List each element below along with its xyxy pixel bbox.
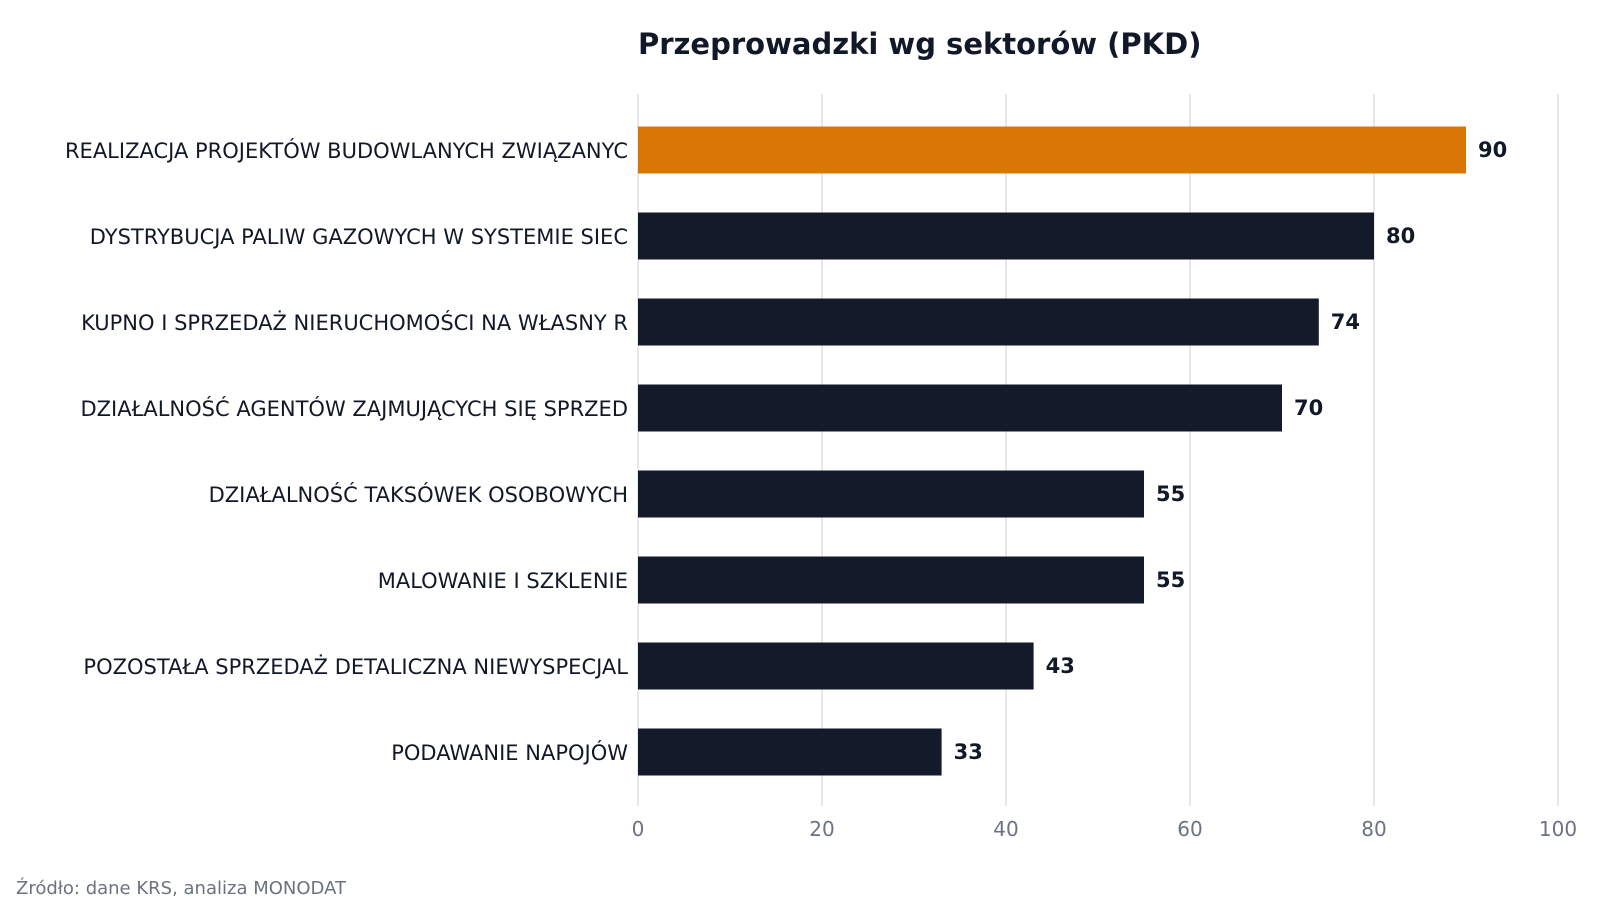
bars-group: [638, 126, 1466, 776]
value-label: 43: [1046, 654, 1075, 678]
value-label: 74: [1331, 310, 1360, 334]
bar: [638, 642, 1034, 690]
x-tick-label: 60: [1177, 817, 1202, 841]
category-label: REALIZACJA PROJEKTÓW BUDOWLANYCH ZWIĄZAN…: [65, 138, 628, 163]
bar: [638, 298, 1319, 346]
bar: [638, 728, 942, 776]
category-label: DYSTRYBUCJA PALIW GAZOWYCH W SYSTEMIE SI…: [90, 225, 628, 249]
bar: [638, 470, 1144, 518]
category-label: POZOSTAŁA SPRZEDAŻ DETALICZNA NIEWYSPECJ…: [83, 654, 628, 679]
value-label: 80: [1386, 224, 1415, 248]
x-axis-ticks: 0 20 40 60 80 100: [632, 817, 1577, 841]
value-label: 55: [1156, 568, 1185, 592]
category-label: MALOWANIE I SZKLENIE: [378, 569, 628, 593]
value-label: 33: [954, 740, 983, 764]
x-tick-label: 80: [1361, 817, 1386, 841]
x-tick-label: 20: [809, 817, 834, 841]
category-labels: REALIZACJA PROJEKTÓW BUDOWLANYCH ZWIĄZAN…: [65, 138, 628, 765]
x-tick-label: 0: [632, 817, 645, 841]
bar: [638, 126, 1466, 174]
value-labels: 90 80 74 70 55 55 43 33: [954, 138, 1508, 764]
source-note: Źródło: dane KRS, analiza MONODAT: [16, 877, 347, 899]
bar: [638, 212, 1374, 260]
value-label: 70: [1294, 396, 1323, 420]
bar: [638, 384, 1282, 432]
category-label: DZIAŁALNOŚĆ AGENTÓW ZAJMUJĄCYCH SIĘ SPRZ…: [80, 396, 628, 421]
value-label: 55: [1156, 482, 1185, 506]
grid-lines: [637, 94, 1559, 806]
bar: [638, 556, 1144, 604]
category-label: KUPNO I SPRZEDAŻ NIERUCHOMOŚCI NA WŁASNY…: [81, 310, 628, 335]
chart-title: Przeprowadzki wg sektorów (PKD): [638, 27, 1201, 61]
x-tick-label: 100: [1539, 817, 1577, 841]
x-tick-label: 40: [993, 817, 1018, 841]
value-label: 90: [1478, 138, 1507, 162]
category-label: DZIAŁALNOŚĆ TAKSÓWEK OSOBOWYCH: [209, 482, 628, 507]
category-label: PODAWANIE NAPOJÓW: [391, 740, 628, 765]
